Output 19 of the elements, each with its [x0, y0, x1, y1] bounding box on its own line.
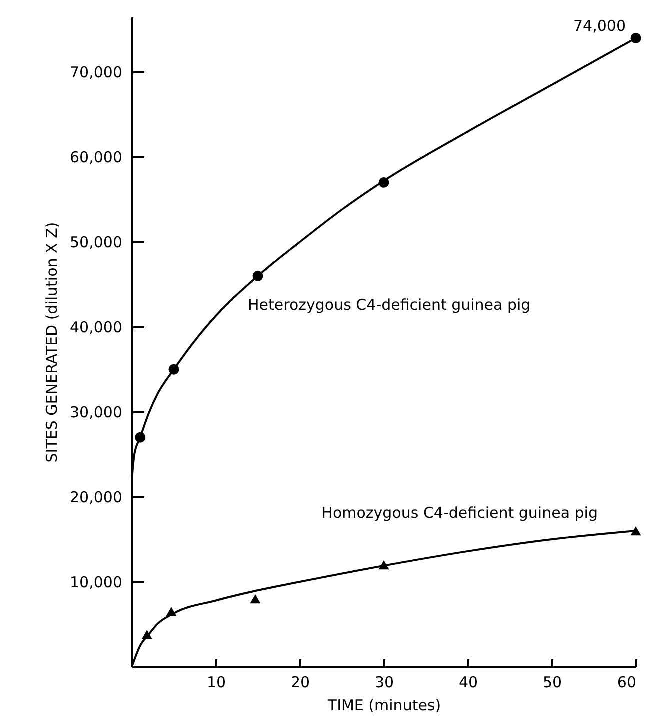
annotation: 74,000: [574, 17, 626, 36]
x-tick-label: 40: [458, 674, 478, 692]
y-axis-title: SITES GENERATED (dilution X Z): [43, 222, 62, 463]
series-label: Heterozygous C4-deficient guinea pig: [248, 296, 531, 314]
y-tick-label: 30,000: [70, 404, 122, 422]
x-tick-label: 20: [290, 674, 310, 692]
y-tick-label: 20,000: [70, 488, 122, 507]
x-tick-label: 60: [617, 674, 636, 692]
y-tick-label: 60,000: [70, 148, 122, 167]
y-tick-label: 70,000: [70, 64, 122, 82]
x-tick-label: 30: [374, 674, 394, 692]
text: Homozygous C4-deficient guinea pig: [322, 504, 598, 522]
x-tick-label: 10: [206, 674, 226, 692]
y-tick-label: 10,000: [70, 574, 122, 592]
y-tick-label: 50,000: [70, 234, 122, 252]
point: [250, 594, 261, 604]
x-tick-label: 50: [542, 674, 562, 692]
x-axis-title: TIME (minutes): [326, 696, 442, 714]
y-tick-label: 40,000: [70, 318, 122, 337]
